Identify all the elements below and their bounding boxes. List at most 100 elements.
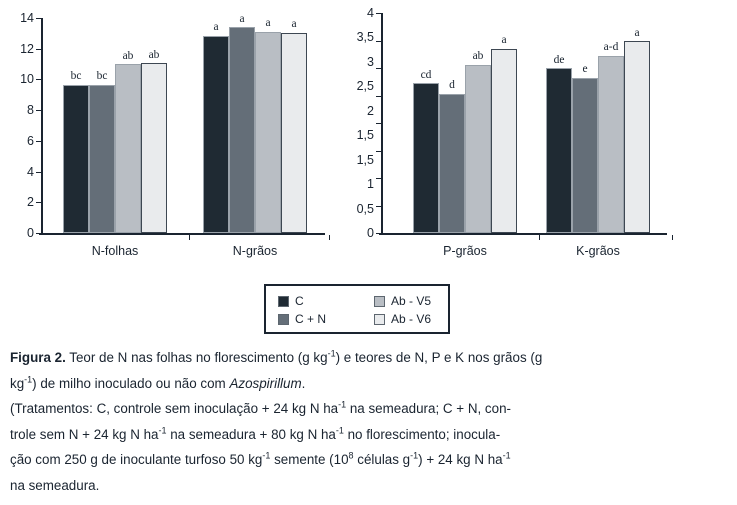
significance-letter: a — [213, 21, 219, 34]
significance-letter: bc — [96, 70, 108, 83]
y-tick-label: 1,5 — [356, 127, 374, 142]
bar: a — [281, 19, 307, 233]
y-tick-label: 1,5 — [356, 152, 374, 167]
y-tick-label: 3 — [367, 54, 374, 69]
chart-panel-n: 0 2 4 6 8 10 12 14 bc bc ab ab N-folhas a a a a N-grãos — [0, 0, 350, 270]
bar: a — [203, 22, 229, 233]
y-tick-label: 0,5 — [356, 201, 374, 216]
significance-letter: d — [449, 79, 455, 92]
y-tick — [36, 110, 41, 112]
caption-line-2: kg-1) de milho inoculado ou não com Azos… — [10, 374, 306, 391]
significance-letter: ab — [148, 48, 160, 61]
y-tick — [376, 150, 381, 152]
significance-letter: a — [239, 12, 245, 25]
caption-line-1: Figura 2. Teor de N nas folhas no flores… — [10, 348, 543, 365]
y-tick-label: 4 — [367, 5, 374, 20]
y-tick-label: 0 — [27, 225, 34, 240]
bar: d — [439, 80, 465, 233]
y-tick — [376, 40, 381, 42]
significance-letter: a — [265, 17, 271, 30]
y-tick-label: 14 — [20, 10, 34, 25]
y-tick — [376, 233, 381, 234]
plot-area-right: 0 0,5 1 1,5 1,5 2 2,5 3 3,5 4 cd d ab a P-grãos de e a-d a… — [357, 7, 673, 258]
y-tick — [36, 171, 41, 173]
significance-letter: ab — [472, 50, 484, 63]
bar: a — [255, 18, 281, 233]
y-tick — [36, 79, 41, 81]
bar: bc — [89, 71, 115, 233]
caption-line-4: trole sem N + 24 kg N ha-1 na semeadura … — [10, 425, 501, 442]
legend-label: Ab - V5 — [391, 294, 432, 308]
legend-swatch — [374, 313, 385, 325]
y-tick-label: 1 — [367, 176, 374, 191]
figure-caption: Figura 2. Teor de N nas folhas no flores… — [10, 345, 722, 498]
chart-panel-pk: 0 0,5 1 1,5 1,5 2 2,5 3 3,5 4 cd d ab a P-grãos de e a-d a… — [350, 0, 737, 270]
significance-letter: cd — [420, 68, 432, 81]
charts-container: 0 2 4 6 8 10 12 14 bc bc ab ab N-folhas a a a a N-grãos 0… — [0, 0, 737, 270]
x-axis-left — [39, 233, 325, 235]
legend-label: Ab - V6 — [391, 312, 432, 326]
legend-swatch — [374, 295, 385, 307]
legend-item: Ab - V5 — [374, 295, 464, 307]
y-tick-label: 10 — [20, 72, 34, 87]
y-tick-label: 12 — [20, 41, 34, 56]
significance-letter: a — [291, 18, 297, 31]
legend-label: C + N — [295, 312, 327, 326]
y-tick — [376, 205, 381, 207]
y-tick-label: 0 — [367, 225, 374, 240]
bar: ab — [141, 49, 167, 233]
category-label: N-folhas — [91, 244, 139, 258]
significance-letter: e — [582, 63, 588, 76]
significance-letter: bc — [70, 70, 82, 83]
x-axis-right — [379, 233, 667, 235]
legend-swatch — [278, 313, 289, 325]
y-tick — [36, 233, 41, 234]
y-tick-label: 6 — [27, 133, 34, 148]
y-tick-label: 8 — [27, 102, 34, 117]
caption-line-5: ção com 250 g de inoculante turfoso 50 k… — [10, 450, 511, 467]
bar: a-d — [598, 42, 624, 233]
y-tick-label: 4 — [27, 164, 34, 179]
caption-line-3: (Tratamentos: C, controle sem inoculação… — [10, 399, 511, 416]
y-axis-left — [41, 18, 43, 233]
significance-letter: a-d — [603, 41, 619, 54]
category-label: N-grãos — [232, 244, 278, 258]
bar: cd — [413, 69, 439, 233]
y-tick-label: 2 — [27, 195, 34, 210]
significance-letter: a — [634, 26, 640, 39]
y-tick — [36, 48, 41, 50]
y-tick-label: 2 — [367, 103, 374, 118]
legend-swatch — [278, 295, 289, 307]
plot-area-left: 0 2 4 6 8 10 12 14 bc bc ab ab N-folhas a a a a N-grãos — [20, 12, 330, 258]
y-tick — [376, 123, 381, 124]
x-tick — [672, 235, 673, 240]
y-tick — [376, 13, 381, 14]
legend-grid: C Ab - V5 C + N Ab - V6 — [266, 292, 448, 328]
significance-letter: a — [501, 34, 507, 47]
y-tick — [376, 95, 381, 97]
bar: e — [572, 64, 598, 233]
chart-legend: C Ab - V5 C + N Ab - V6 — [264, 284, 450, 334]
legend-item: C + N — [278, 313, 374, 325]
y-tick — [36, 140, 41, 142]
x-tick — [539, 235, 540, 240]
bar: a — [624, 27, 650, 233]
bar: ab — [115, 50, 141, 233]
figure-number: Figura 2. — [10, 350, 66, 365]
y-tick — [36, 202, 41, 204]
bar: bc — [63, 71, 89, 233]
caption-line-6: na semeadura. — [10, 477, 100, 493]
legend-item: C — [278, 295, 374, 307]
y-axis-right — [381, 13, 383, 233]
legend-label: C — [295, 294, 304, 308]
category-label: P-grãos — [443, 244, 487, 258]
category-label: K-grãos — [576, 244, 620, 258]
bar: ab — [465, 51, 491, 233]
y-tick-label: 3,5 — [356, 30, 374, 45]
bar: de — [546, 54, 572, 233]
bar: a — [229, 13, 255, 233]
y-tick — [376, 68, 381, 69]
organism-name: Azospirillum — [229, 375, 302, 391]
x-tick — [329, 235, 330, 240]
